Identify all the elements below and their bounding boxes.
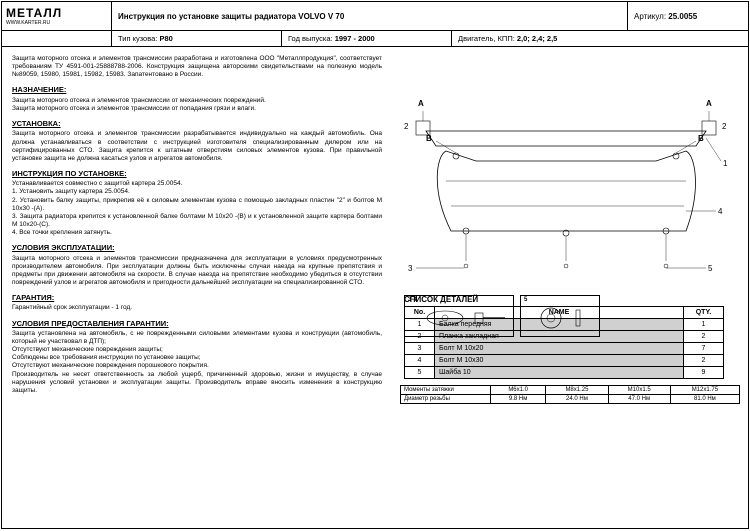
article-cell: Артикул: 25.0055 (628, 2, 748, 30)
logo-cell: МЕТАЛЛ WWW.KARTER.RU (2, 2, 112, 30)
parts-row: 3Болт М 10х207 (405, 343, 724, 355)
detail-view-1: 3-4 (404, 295, 514, 337)
purpose-text: Защита моторного отсека и элементов тран… (12, 97, 382, 113)
svg-text:B: B (698, 134, 704, 143)
install-title: УСТАНОВКА: (12, 119, 382, 128)
svg-text:A: A (418, 99, 424, 108)
sub-spacer (2, 31, 112, 46)
warranty-text: Гарантийный срок эксплуатации - 1 год. (12, 304, 382, 312)
article-value: 25.0055 (668, 12, 697, 21)
detail-view-2: 5 (520, 295, 600, 337)
body-area: Защита моторного отсека и элементов тран… (2, 47, 748, 408)
year-value: 1997 - 2000 (335, 34, 375, 43)
warranty-title: ГАРАНТИЯ: (12, 293, 382, 302)
right-column: 2 2 A A B B 1 4 5 3 (392, 47, 748, 408)
subheader-row: Тип кузова: P80 Год выпуска: 1997 - 2000… (2, 31, 748, 47)
header-row: МЕТАЛЛ WWW.KARTER.RU Инструкция по устан… (2, 2, 748, 31)
svg-text:A: A (706, 99, 712, 108)
engine-value: 2,0; 2,4; 2,5 (517, 34, 557, 43)
parts-row: 4Болт М 10х302 (405, 355, 724, 367)
year-cell: Год выпуска: 1997 - 2000 (282, 31, 452, 46)
torque-row-1: Моменты затяжки М6х1.0 М8х1.25 М10х1.5 М… (401, 386, 740, 395)
instr-text: Устанавливается совместно с защитой карт… (12, 180, 382, 237)
document-page: МЕТАЛЛ WWW.KARTER.RU Инструкция по устан… (1, 1, 749, 529)
svg-text:2: 2 (404, 122, 409, 131)
parts-row: 5Шайба 109 (405, 367, 724, 379)
cond-text: Защита установлена на автомобиль, с не п… (12, 330, 382, 395)
purpose-title: НАЗНАЧЕНИЕ: (12, 85, 382, 94)
logo-url: WWW.KARTER.RU (6, 20, 107, 26)
doc-title: Инструкция по установке защиты радиатора… (112, 2, 628, 30)
usage-text: Защита моторного отсека и элементов тран… (12, 255, 382, 288)
torque-table: Моменты затяжки М6х1.0 М8х1.25 М10х1.5 М… (400, 385, 740, 404)
svg-text:B: B (426, 134, 432, 143)
col-qty: QTY. (684, 307, 724, 319)
usage-title: УСЛОВИЯ ЭКСПЛУАТАЦИИ: (12, 243, 382, 252)
body-label: Тип кузова: (118, 34, 157, 43)
svg-text:5: 5 (708, 264, 713, 273)
install-text: Защита моторного отсека и элементов тран… (12, 130, 382, 163)
left-column: Защита моторного отсека и элементов тран… (2, 47, 392, 408)
svg-text:3: 3 (408, 264, 413, 273)
svg-text:4: 4 (718, 207, 723, 216)
svg-text:2: 2 (722, 122, 727, 131)
intro-text: Защита моторного отсека и элементов тран… (12, 55, 382, 79)
year-label: Год выпуска: (288, 34, 333, 43)
body-value: P80 (159, 34, 172, 43)
svg-text:1: 1 (723, 159, 728, 168)
cond-title: УСЛОВИЯ ПРЕДОСТАВЛЕНИЯ ГАРАНТИИ: (12, 319, 382, 328)
torque-row-2: Диаметр резьбы 9.8 Нм 24.0 Нм 47.0 Нм 81… (401, 395, 740, 404)
body-type-cell: Тип кузова: P80 (112, 31, 282, 46)
engine-label: Двигатель, КПП: (458, 34, 515, 43)
instr-title: ИНСТРУКЦИЯ ПО УСТАНОВКЕ: (12, 169, 382, 178)
logo-brand: МЕТАЛЛ (6, 6, 107, 20)
detail-2-label: 5 (524, 297, 527, 303)
engine-cell: Двигатель, КПП: 2,0; 2,4; 2,5 (452, 31, 748, 46)
assembly-diagram: 2 2 A A B B 1 4 5 3 (396, 51, 736, 291)
detail-1-label: 3-4 (408, 297, 417, 303)
article-label: Артикул: (634, 12, 666, 21)
